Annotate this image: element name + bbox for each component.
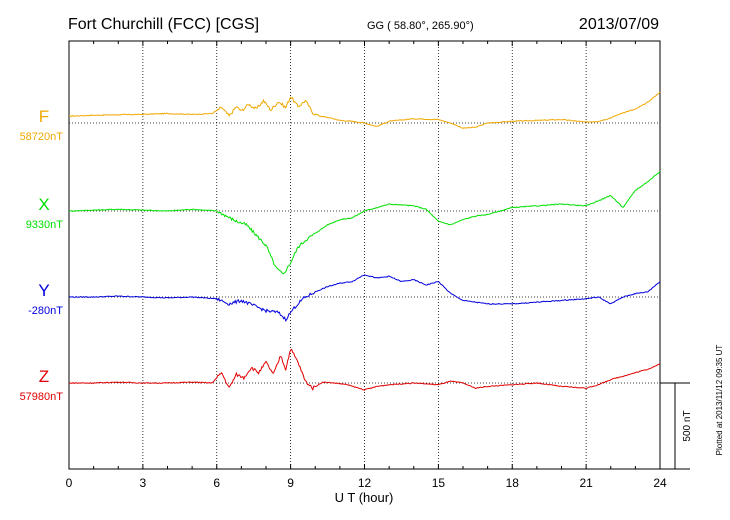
series-name-x: X [38, 195, 49, 214]
x-tick-label: 3 [140, 476, 147, 490]
series-baseline-x: 9330nT [26, 219, 64, 231]
x-axis-ticks: 0 3 6 9 12 15 18 21 24 [66, 41, 667, 490]
x-tick-label: 9 [287, 476, 294, 490]
series-line-y [68, 274, 661, 322]
x-axis-label: U T (hour) [335, 490, 394, 505]
x-tick-label: 21 [579, 476, 593, 490]
data-series [68, 91, 661, 391]
plotted-at-note: Plotted at 2013/11/12 09:35 UT [715, 345, 724, 456]
baseline-lines [69, 122, 660, 384]
series-line-x [68, 171, 661, 275]
series-baseline-y: -280nT [28, 305, 63, 317]
series-name-z: Z [39, 367, 49, 386]
x-tick-label: 12 [358, 476, 372, 490]
series-line-z [69, 348, 661, 391]
coordinates-label: GG ( 58.80°, 265.90°) [367, 20, 474, 32]
series-line-f [68, 91, 661, 129]
series-baseline-f: 58720nT [20, 131, 64, 143]
x-tick-label: 15 [432, 476, 446, 490]
x-tick-label: 6 [213, 476, 220, 490]
grid-lines [142, 41, 587, 469]
series-name-y: Y [38, 281, 49, 300]
scale-bar-label: 500 nT [682, 410, 693, 441]
series-name-f: F [39, 107, 49, 126]
series-labels: F 58720nT X 9330nT Y -280nT Z 57980nT [20, 107, 64, 403]
scale-bar: 500 nT [660, 382, 693, 470]
x-tick-label: 0 [66, 476, 73, 490]
x-tick-label: 18 [506, 476, 520, 490]
x-tick-label: 24 [653, 476, 667, 490]
series-baseline-z: 57980nT [20, 391, 64, 403]
date-label: 2013/07/09 [579, 16, 659, 33]
station-title: Fort Churchill (FCC) [CGS] [68, 16, 259, 33]
